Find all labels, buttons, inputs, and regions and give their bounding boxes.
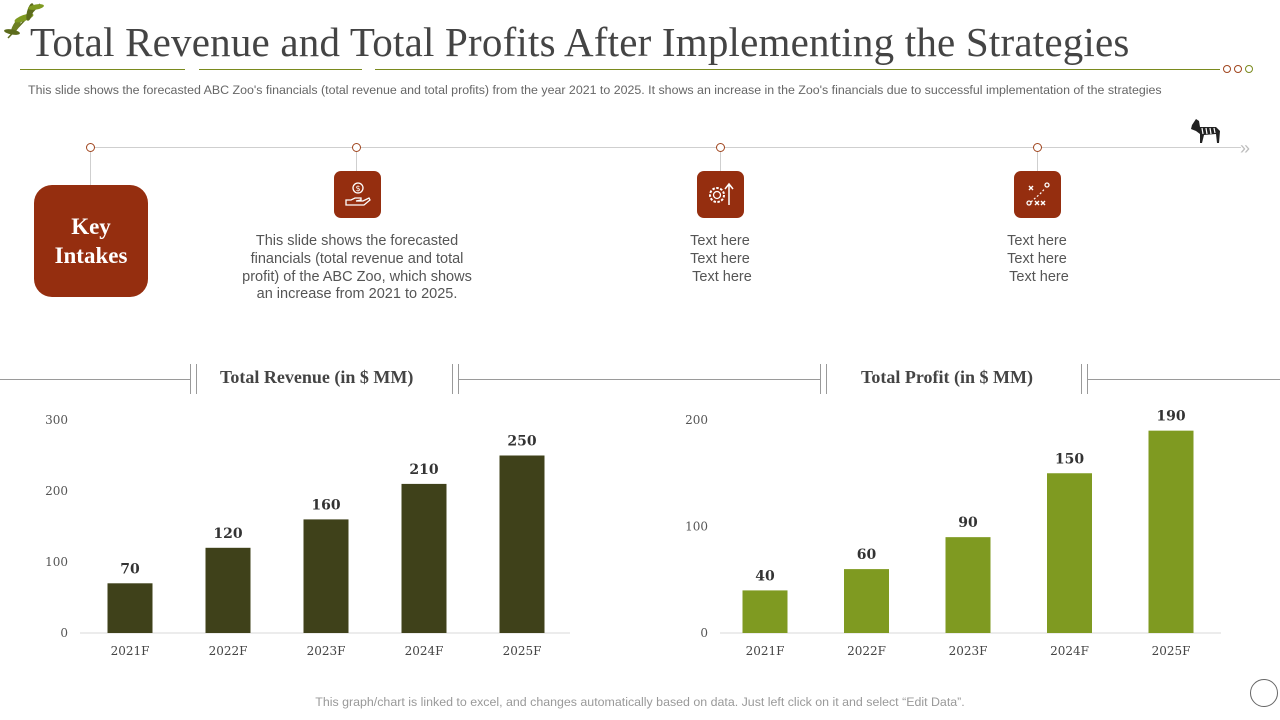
intake-line: financials (total revenue and total [250,250,464,267]
revenue-data-label: 70 [120,561,140,577]
profit-data-label: 90 [958,515,978,531]
intake-line: This slide shows the forecasted [255,233,459,249]
profit-category-label: 2024F [1050,644,1089,658]
profit-y-tick-label: 200 [685,413,708,427]
strategy-plan-icon [1025,181,1050,206]
section-divider-tick [826,364,827,394]
revenue-category-label: 2023F [307,644,346,658]
title-underline [20,69,185,70]
intake-icon-box [697,171,744,218]
intake-icon-box: $ [334,171,381,218]
profit-category-label: 2021F [746,644,785,658]
title-underline [199,69,362,70]
leaf-decoration-icon [4,3,44,39]
profit-bar [1148,430,1194,633]
section-divider-tick [1081,364,1082,394]
title-underline [375,69,1220,70]
page-subtitle: This slide shows the forecasted ABC Zoo'… [28,83,1162,97]
intake-icon-box [1014,171,1061,218]
profit-category-label: 2023F [949,644,988,658]
intake-line: Text here [1009,268,1069,285]
timeline-dot [352,143,361,152]
profit-bar [1047,473,1092,633]
timeline-line [91,147,1241,148]
profit-category-label: 2025F [1152,644,1191,658]
gear-growth-icon [708,182,734,205]
profit-bar [742,590,788,633]
intake-text-3: Text here Text here Text here [977,233,1097,286]
section-divider-tick [196,364,197,394]
timeline-dot [86,143,95,152]
revenue-data-label: 250 [507,434,536,450]
profit-bar [945,537,991,633]
profit-bar [844,569,889,633]
intake-line: Text here [690,233,750,249]
intake-line: an increase from 2021 to 2025. [256,286,458,303]
svg-text:$: $ [355,184,360,193]
revenue-bar [303,519,349,633]
intake-line: Text here [1007,250,1067,267]
revenue-chart-title: Total Revenue (in $ MM) [220,367,414,387]
section-divider-tick [190,364,191,394]
footer-note: This graph/chart is linked to excel, and… [315,695,965,709]
profit-data-label: 40 [755,568,775,584]
timeline-dot [716,143,725,152]
revenue-y-tick-label: 100 [45,555,68,569]
intake-line: Text here [1007,233,1067,249]
revenue-category-label: 2024F [405,644,444,658]
profit-chart-title: Total Profit (in $ MM) [861,367,1033,387]
section-divider [458,379,820,380]
intake-text-1: This slide shows the forecasted financia… [226,233,488,304]
revenue-y-tick-label: 300 [45,413,68,427]
key-intakes-badge: Key Intakes [34,185,148,297]
section-divider [1087,379,1280,380]
intake-line: Text here [690,250,750,267]
page-title: Total Revenue and Total Profits After Im… [30,19,1130,65]
timeline-stem [720,152,721,172]
revenue-bar [205,547,251,633]
timeline-stem [356,152,357,172]
timeline-arrow-icon: » [1240,138,1251,158]
revenue-category-label: 2021F [111,644,150,658]
revenue-bar [401,483,447,633]
timeline-dot [1033,143,1042,152]
revenue-bar [107,583,153,633]
revenue-bar-chart: 0 100 200 300 70 2021F 120 2022F 160 2023F 210 2024… [45,413,570,658]
profit-data-label: 150 [1055,451,1084,467]
revenue-data-label: 210 [409,462,438,478]
profit-data-label: 60 [857,547,877,563]
key-intakes-line1: Key [71,214,111,239]
money-hand-icon: $ [344,181,371,206]
intake-line: Text here [692,268,752,285]
title-dots [1223,65,1253,73]
profit-y-tick-label: 100 [685,520,708,534]
revenue-y-tick-label: 200 [45,484,68,498]
section-divider [0,379,190,380]
corner-circle-icon [1250,679,1278,707]
profit-y-tick-label: 0 [700,626,708,640]
profit-category-label: 2022F [847,644,886,658]
revenue-bar [499,455,545,633]
profit-bar-chart: 0 100 200 40 2021F 60 2022F 90 2023F 150 2024F 190 2… [685,409,1221,658]
section-divider-tick [452,364,453,394]
timeline-stem [90,152,91,185]
revenue-data-label: 120 [213,526,242,542]
section-divider-tick [820,364,821,394]
intake-text-2: Text here Text here Text here [660,233,780,286]
revenue-data-label: 160 [311,497,340,513]
revenue-category-label: 2025F [503,644,542,658]
revenue-y-tick-label: 0 [60,626,68,640]
revenue-category-label: 2022F [209,644,248,658]
zebra-icon [1191,119,1220,143]
profit-data-label: 190 [1156,409,1185,425]
intake-line: profit) of the ABC Zoo, which shows [242,268,472,285]
key-intakes-line2: Intakes [54,243,128,268]
timeline-stem [1037,152,1038,172]
